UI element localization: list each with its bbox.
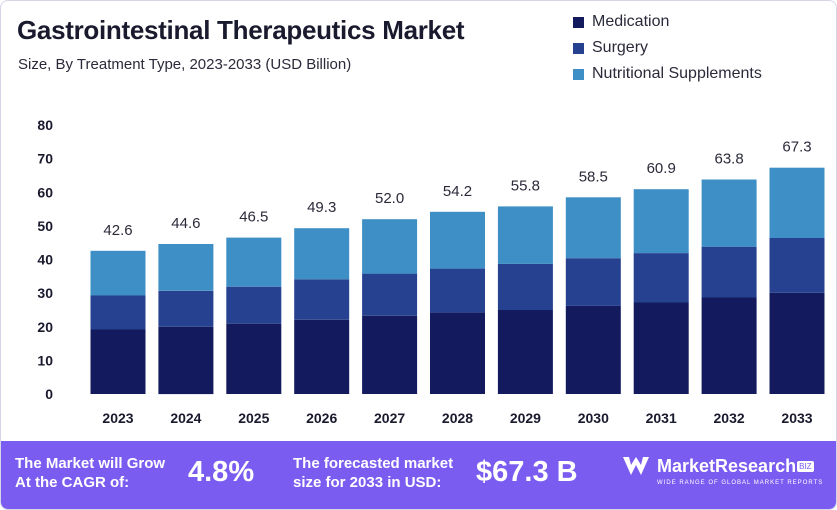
legend-swatch-medication	[573, 16, 584, 28]
x-tick-label: 2028	[442, 410, 473, 426]
bar-nutritional	[90, 250, 146, 296]
cagr-label-line1: The Market will Grow	[15, 455, 166, 472]
bar-medication	[226, 323, 282, 394]
cagr-label: The Market will Grow At the CAGR of:	[15, 454, 165, 492]
legend-label-surgery: Surgery	[592, 39, 649, 56]
footer-banner: The Market will Grow At the CAGR of: 4.8…	[1, 441, 836, 509]
y-tick-label: 0	[45, 386, 53, 402]
logo-tagline: WIDE RANGE OF GLOBAL MARKET REPORTS	[657, 480, 824, 486]
y-tick-label: 40	[37, 252, 53, 268]
bar-nutritional	[497, 206, 553, 264]
legend-label-nutritional: Nutritional Supplements	[592, 65, 762, 82]
x-tick-label: 2025	[238, 410, 269, 426]
bar-total-label: 49.3	[307, 199, 336, 216]
y-tick-label: 30	[37, 285, 53, 301]
x-tick-label: 2029	[510, 410, 541, 426]
x-tick-label: 2023	[102, 410, 133, 426]
brand-logo: MarketResearch BIZ WIDE RANGE OF GLOBAL …	[621, 453, 822, 486]
logo-text: MarketResearch	[657, 455, 797, 476]
forecast-value: $67.3 B	[476, 456, 578, 488]
y-tick-label: 20	[37, 319, 53, 335]
x-tick-label: 2032	[714, 410, 745, 426]
y-tick-label: 50	[37, 218, 53, 234]
bar-nutritional	[226, 237, 282, 287]
bar-surgery	[294, 279, 350, 320]
chart-subtitle: Size, By Treatment Type, 2023-2033 (USD …	[18, 56, 352, 73]
legend-item-medication: Medication	[573, 9, 762, 35]
y-tick-label: 60	[37, 184, 53, 200]
bar-nutritional	[158, 244, 214, 291]
bar-total-label: 63.8	[714, 151, 743, 168]
bar-total-label: 54.2	[443, 183, 472, 200]
bar-medication	[158, 326, 214, 395]
bar-medication	[90, 329, 146, 394]
bar-total-label: 60.9	[647, 160, 676, 177]
forecast-label-line1: The forecasted market	[293, 455, 454, 472]
bar-total-label: 42.6	[103, 222, 132, 239]
bar-total-label: 58.5	[579, 168, 608, 185]
x-tick-label: 2030	[578, 410, 609, 426]
bar-medication	[497, 309, 553, 394]
bar-surgery	[565, 258, 621, 306]
bar-nutritional	[633, 189, 689, 254]
x-tick-label: 2033	[781, 410, 812, 426]
y-tick-label: 70	[37, 151, 53, 167]
bar-medication	[362, 315, 418, 394]
x-tick-label: 2026	[306, 410, 337, 426]
bar-medication	[294, 319, 350, 394]
bar-chart: 0102030405060708042.6202344.6202446.5202…	[37, 117, 825, 426]
bar-total-label: 55.8	[511, 177, 540, 194]
bar-medication	[430, 312, 485, 394]
legend-label-medication: Medication	[592, 13, 670, 30]
bar-nutritional	[769, 167, 825, 238]
bar-surgery	[769, 238, 825, 293]
bar-surgery	[633, 253, 689, 303]
bar-medication	[701, 297, 757, 394]
legend-swatch-nutritional	[573, 68, 584, 80]
bar-total-label: 44.6	[171, 215, 200, 232]
cagr-label-line2: At the CAGR of:	[15, 474, 130, 491]
bar-nutritional	[294, 228, 350, 280]
forecast-label-line2: size for 2033 in USD:	[293, 474, 442, 491]
bar-surgery	[362, 273, 418, 316]
bar-total-label: 46.5	[239, 209, 268, 226]
legend-item-surgery: Surgery	[573, 35, 762, 61]
bar-surgery	[90, 295, 146, 330]
logo-mark-icon	[623, 457, 649, 475]
bar-medication	[769, 292, 825, 394]
bar-surgery	[430, 268, 485, 313]
bar-nutritional	[430, 211, 485, 269]
bar-total-label: 52.0	[375, 190, 404, 207]
bar-nutritional	[701, 179, 757, 247]
legend-item-nutritional: Nutritional Supplements	[573, 61, 762, 87]
y-tick-label: 80	[37, 117, 53, 133]
bar-surgery	[158, 290, 214, 327]
logo-badge: BIZ	[797, 460, 814, 472]
x-tick-label: 2024	[170, 410, 201, 426]
legend-swatch-surgery	[573, 42, 584, 54]
bar-medication	[633, 302, 689, 394]
bar-surgery	[701, 246, 757, 298]
bar-nutritional	[362, 219, 418, 274]
bar-surgery	[497, 263, 553, 310]
chart-title: Gastrointestinal Therapeutics Market	[17, 15, 465, 45]
bar-medication	[565, 305, 621, 394]
bar-surgery	[226, 286, 282, 324]
cagr-value: 4.8%	[188, 456, 255, 488]
x-tick-label: 2027	[374, 410, 405, 426]
x-tick-label: 2031	[646, 410, 677, 426]
bar-total-label: 67.3	[782, 139, 811, 156]
forecast-label: The forecasted market size for 2033 in U…	[293, 454, 453, 492]
y-tick-label: 10	[37, 352, 53, 368]
bar-nutritional	[565, 197, 621, 259]
legend: Medication Surgery Nutritional Supplemen…	[573, 9, 762, 87]
